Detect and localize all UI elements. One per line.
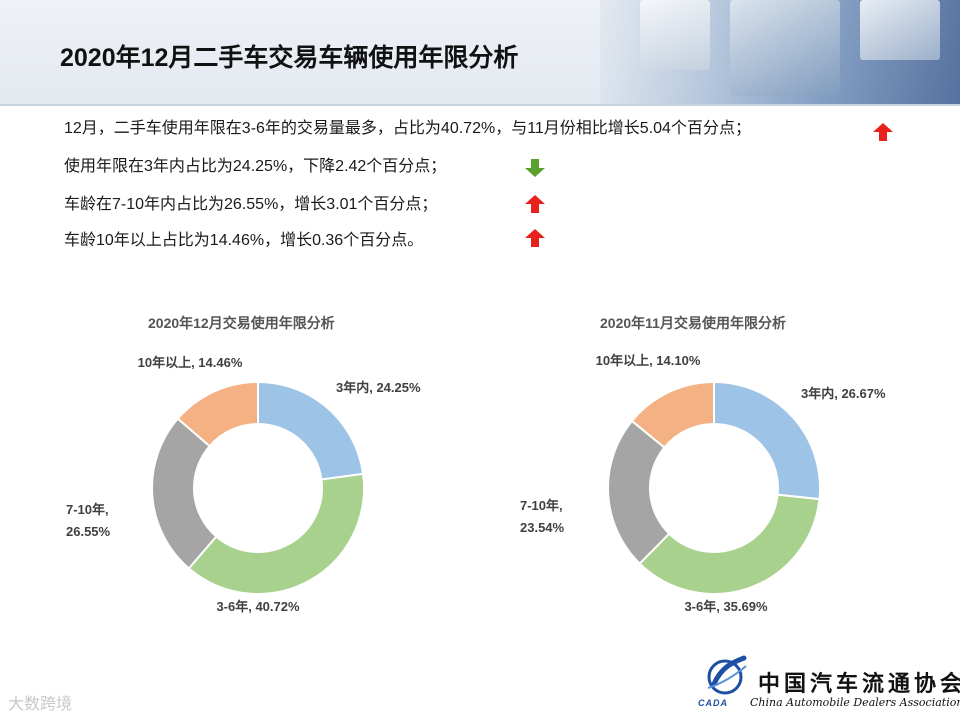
bullet-within-3-years: 使用年限在3年内占比为24.25%，下降2.42个百分点； xyxy=(64,158,447,175)
segment-3-6-years xyxy=(638,493,821,595)
red-up-arrow-icon xyxy=(525,195,545,213)
data-label-7-10-years: 7-10年, 26.55% xyxy=(66,502,111,539)
bullet-over-10-years: 车龄10年以上占比为14.46%，增长0.36个百分点。 xyxy=(64,232,424,249)
green-down-arrow-icon xyxy=(525,159,545,177)
data-label-3-6-years: 3-6年, 35.69% xyxy=(684,599,768,614)
segment-within-3-years xyxy=(257,380,365,481)
page-title: 2020年12月二手车交易车辆使用年限分析 xyxy=(60,44,519,72)
data-label-3-6-years: 3-6年, 40.72% xyxy=(216,599,300,614)
cube-image xyxy=(640,0,710,70)
cada-logo-mark-icon xyxy=(707,655,747,695)
data-label-7-10-years: 7-10年, 23.54% xyxy=(520,498,565,535)
chart-title-december: 2020年12月交易使用年限分析 xyxy=(148,315,335,331)
cube-image xyxy=(730,0,840,96)
bullet-7-10-years: 车龄在7-10年内占比为26.55%，增长3.01个百分点； xyxy=(64,196,438,213)
data-label-within-3-years: 3年内, 26.67% xyxy=(801,386,886,401)
header-cubes-image xyxy=(600,0,960,104)
logo-chinese-name: 中国汽车流通协会 xyxy=(758,671,960,697)
logo-english-name: China Automobile Dealers Association xyxy=(750,696,960,709)
red-up-arrow-icon xyxy=(873,123,893,141)
logo-mark-text: CADA xyxy=(698,698,728,708)
cube-image xyxy=(860,0,940,60)
cada-logo: CADA 中国汽车流通协会 China Automobile Dealers A… xyxy=(696,652,960,716)
data-label-within-3-years: 3年内, 24.25% xyxy=(336,380,421,395)
chart-title-november: 2020年11月交易使用年限分析 xyxy=(600,315,786,331)
donut-chart-december: 3年内, 24.25% 3-6年, 40.72% 7-10年, 26.55% 10年以上… xyxy=(66,355,421,614)
segment-3-6-years xyxy=(187,472,365,595)
segment-over-10-years xyxy=(176,380,259,448)
data-label-over-10-years: 10年以上, 14.10% xyxy=(596,353,701,368)
watermark-text: 大数跨境 xyxy=(8,696,73,713)
bullet-3-6-years: 12月，二手车使用年限在3-6年的交易量最多，占比为40.72%，与11月份相比… xyxy=(64,120,751,137)
header-banner: 2020年12月二手车交易车辆使用年限分析 xyxy=(0,0,960,106)
red-up-arrow-icon xyxy=(525,229,545,247)
data-label-over-10-years: 10年以上, 14.46% xyxy=(138,355,243,370)
donut-chart-november: 3年内, 26.67% 3-6年, 35.69% 7-10年, 23.54% 10年以上… xyxy=(520,353,886,614)
segment-over-10-years xyxy=(630,380,715,449)
